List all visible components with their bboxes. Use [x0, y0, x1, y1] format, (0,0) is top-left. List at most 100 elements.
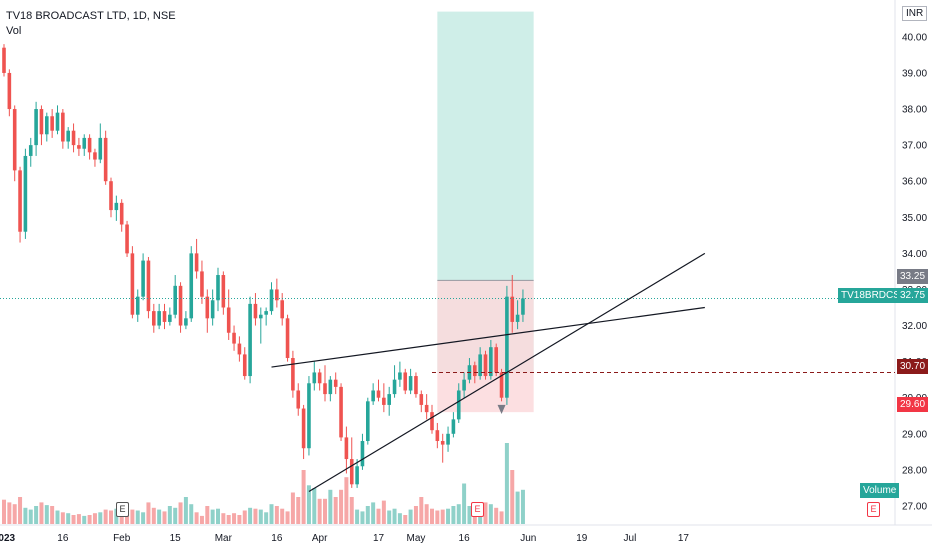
candle-body: [398, 372, 402, 380]
volume-bar: [135, 510, 140, 524]
volume-bar: [355, 509, 360, 524]
candle-body: [109, 181, 113, 211]
candle-body: [248, 303, 252, 377]
candle-body: [125, 224, 129, 254]
volume-bar: [237, 515, 242, 524]
x-tick-label: Jul: [624, 533, 637, 544]
volume-bar: [274, 506, 279, 524]
volume-bar: [76, 514, 81, 524]
candle-body: [141, 260, 145, 297]
volume-bar: [333, 497, 338, 524]
candle-body: [323, 383, 327, 395]
candle-body: [424, 404, 429, 413]
candle-body: [440, 441, 445, 445]
candle-body: [521, 298, 525, 315]
candle-body: [392, 379, 397, 395]
x-tick-label: May: [406, 533, 425, 544]
candle-body: [473, 365, 477, 377]
earnings-marker[interactable]: E: [867, 502, 880, 517]
volume-bar: [151, 507, 156, 524]
candle-body: [18, 170, 22, 232]
volume-bar: [430, 508, 434, 524]
candle-body: [371, 390, 375, 402]
volume-bar: [157, 509, 162, 524]
candle-body: [50, 116, 54, 131]
candle-body: [82, 137, 87, 149]
x-tick-label: 16: [57, 533, 69, 544]
x-tick-label: 19: [576, 533, 588, 544]
x-tick-label: 17: [373, 533, 385, 544]
candle-body: [483, 354, 488, 377]
volume-bar: [349, 497, 354, 524]
earnings-marker[interactable]: E: [116, 502, 129, 517]
candle-body: [414, 376, 418, 395]
candle-body: [28, 145, 33, 156]
candle-body: [7, 72, 12, 110]
volume-bar: [467, 506, 472, 524]
trendline: [308, 252, 706, 493]
entry-price-tag: 30.70: [897, 359, 929, 374]
volume-bar: [55, 510, 60, 524]
candle-body: [87, 137, 92, 153]
candle-body: [291, 358, 295, 391]
candle-body: [189, 253, 194, 319]
candle-body: [205, 296, 210, 319]
candle-body: [376, 390, 381, 398]
volume-bar: [248, 507, 253, 524]
volume-bar: [210, 509, 215, 524]
volume-bar: [344, 477, 349, 524]
symbol-price-tag: TV18BRDCST: [838, 288, 910, 303]
volume-bar: [440, 509, 445, 524]
y-tick-label: 35.00: [902, 213, 927, 224]
candle-body: [446, 433, 450, 445]
volume-bar: [253, 508, 258, 524]
volume-bar: [290, 492, 295, 524]
earnings-marker[interactable]: E: [471, 502, 484, 517]
volume-bar: [424, 504, 429, 524]
y-tick-label: 39.00: [902, 68, 927, 79]
candle-body: [152, 311, 156, 326]
trendline: [271, 306, 705, 368]
volume-bar: [392, 508, 397, 524]
candle-body: [366, 401, 370, 442]
volume-bar: [376, 508, 381, 524]
candle-body: [285, 318, 290, 359]
volume-bar: [312, 488, 317, 524]
candle-body: [328, 379, 333, 395]
symbol-title[interactable]: TV18 BROADCAST LTD, 1D, NSE: [6, 10, 176, 22]
volume-bar: [194, 512, 199, 524]
candle-body: [382, 397, 386, 405]
candle-body: [360, 441, 365, 467]
volume-bar: [419, 497, 424, 524]
candle-body: [200, 271, 204, 297]
y-tick-label: 34.00: [902, 249, 927, 260]
loss-zone: [437, 280, 534, 413]
volume-bar: [328, 489, 333, 524]
candle-body: [499, 372, 504, 398]
volume-bar: [92, 513, 97, 524]
x-tick-label: 17: [678, 533, 690, 544]
volume-indicator-label[interactable]: Vol: [6, 25, 22, 37]
candle-body: [55, 112, 60, 131]
candle-body: [77, 145, 81, 149]
candle-body: [333, 379, 338, 387]
candle-body: [34, 109, 38, 146]
candle-body: [184, 318, 188, 326]
candle-body: [66, 130, 70, 142]
candle-body: [194, 253, 199, 272]
candle-body: [114, 202, 119, 211]
volume-bar: [451, 506, 456, 524]
candle-body: [301, 408, 306, 449]
currency-badge[interactable]: INR: [902, 6, 928, 21]
volume-bar: [339, 489, 344, 524]
volume-bar: [183, 497, 188, 524]
candle-body: [264, 311, 268, 315]
candle-body: [162, 311, 167, 322]
volume-bar: [488, 504, 493, 524]
candle-body: [344, 437, 349, 460]
volume-bar: [306, 485, 311, 524]
candle-body: [71, 130, 76, 146]
candle-body: [478, 354, 482, 377]
candle-body: [505, 296, 509, 398]
